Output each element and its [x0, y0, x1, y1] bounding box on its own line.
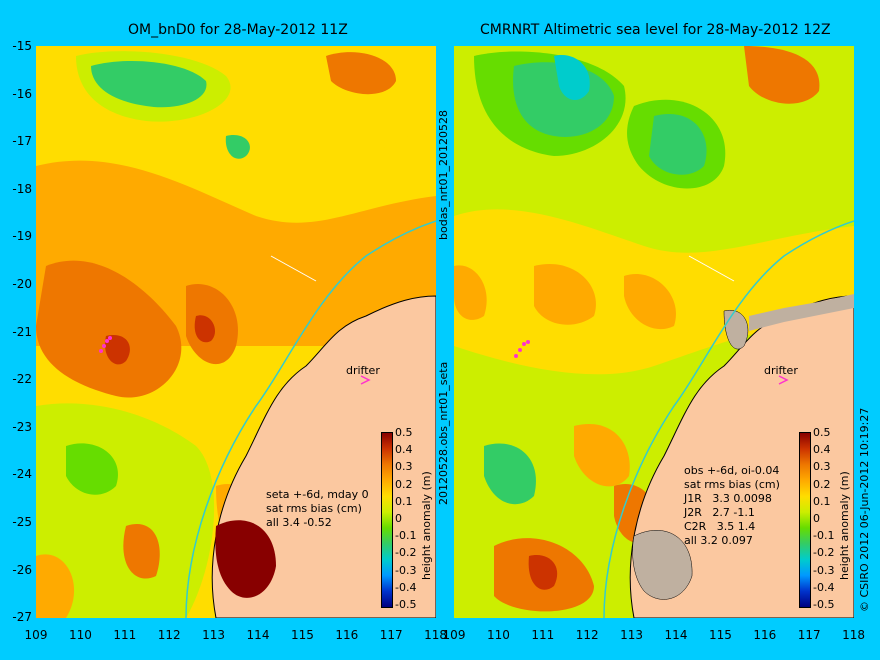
x-tick-label: 118 [842, 628, 866, 642]
x-tick-label: 112 [575, 628, 599, 642]
y-tick-label: -15 [12, 39, 32, 53]
colorbar-tick-label: 0.5 [395, 426, 413, 439]
right-stats-line-5: C2R 3.5 1.4 [684, 520, 756, 533]
colorbar-tick-label: -0.4 [813, 580, 835, 594]
y-tick-label: -16 [12, 86, 32, 101]
x-tick-label: 115 [708, 628, 732, 642]
x-tick-label: 117 [797, 628, 821, 642]
right-colorbar [799, 432, 811, 608]
x-tick-label: 116 [753, 628, 777, 642]
y-tick-label: -21 [12, 324, 32, 339]
colorbar-tick-label: -0.3 [395, 563, 417, 577]
right-stats-line-1: obs +-6d, oi-0.04 [684, 464, 780, 477]
y-tick-label: -22 [12, 372, 32, 387]
colorbar-tick-label: 0.3 [813, 460, 831, 474]
side-text-top: bodas_nrt01_20120528 [437, 110, 450, 240]
y-tick-label: -24 [12, 467, 32, 482]
colorbar-tick-label: 0.2 [395, 477, 413, 491]
left-stats-line-3: all 3.4 -0.52 [266, 516, 332, 529]
right-drifter-label: drifter [764, 364, 798, 377]
colorbar-tick-label: -0.5 [395, 598, 417, 611]
x-tick-label: 110 [68, 628, 92, 642]
colorbar-tick-label: -0.5 [813, 598, 835, 611]
y-tick-label: -26 [12, 562, 32, 577]
x-tick-label: 109 [442, 628, 466, 642]
colorbar-tick-label: 0.1 [813, 494, 831, 508]
colorbar-tick-label: 0.2 [813, 477, 831, 491]
x-tick-label: 110 [486, 628, 510, 642]
x-tick-label: 114 [246, 628, 270, 642]
y-tick-label: -23 [12, 419, 32, 434]
side-text-bottom: 20120528.obs_nrt01_seta [437, 361, 450, 505]
right-map-panel: drifter obs +-6d, oi-0.04 sat rms bias (c… [454, 46, 854, 618]
right-stats-line-3: J1R 3.3 0.0098 [684, 492, 772, 505]
colorbar-tick-label: -0.2 [813, 546, 835, 560]
right-stats-line-2: sat rms bias (cm) [684, 478, 780, 491]
x-tick-label: 115 [290, 628, 314, 642]
colorbar-tick-label: -0.1 [395, 529, 417, 543]
right-colorbar-label: height anomaly (m) [838, 471, 851, 580]
left-stats-block: seta +-6d, mday 0 sat rms bias (cm) all 3.… [266, 488, 369, 530]
y-tick-label: -20 [12, 277, 32, 291]
colorbar-tick-label: 0.4 [813, 443, 831, 457]
y-tick-label: -25 [12, 515, 32, 529]
right-stats-line-4: J2R 2.7 -1.1 [684, 506, 755, 519]
y-tick-label: -18 [12, 181, 32, 196]
x-tick-label: 113 [620, 628, 644, 642]
y-tick-label: -17 [12, 134, 32, 149]
colorbar-tick-label: -0.2 [395, 546, 417, 560]
x-tick-label: 111 [531, 628, 555, 642]
x-tick-label: 118 [424, 628, 448, 642]
y-tick-label: -19 [12, 229, 32, 244]
left-drifter-label: drifter [346, 364, 380, 377]
colorbar-tick-label: 0 [395, 512, 402, 525]
x-tick-label: 114 [664, 628, 688, 642]
left-stats-line-1: seta +-6d, mday 0 [266, 488, 369, 501]
colorbar-tick-label: 0.1 [395, 494, 413, 508]
left-colorbar-label: height anomaly (m) [420, 471, 433, 580]
right-stats-line-6: all 3.2 0.097 [684, 534, 753, 547]
x-tick-label: 109 [24, 628, 48, 642]
x-tick-label: 112 [157, 628, 181, 642]
x-tick-label: 111 [113, 628, 137, 642]
colorbar-tick-label: -0.3 [813, 563, 835, 577]
colorbar-tick-label: -0.1 [813, 529, 835, 543]
colorbar-tick-label: 0 [813, 512, 820, 525]
right-stats-block: obs +-6d, oi-0.04 sat rms bias (cm) J1R 3.… [684, 464, 780, 548]
colorbar-tick-label: 0.3 [395, 460, 413, 474]
credit-text: © CSIRO 2012 06-Jun-2012 10:19:27 [858, 407, 871, 612]
y-tick-label: -27 [12, 610, 32, 625]
left-panel-title: OM_bnD0 for 28-May-2012 11Z [128, 22, 348, 38]
colorbar-tick-label: -0.4 [395, 580, 417, 594]
x-tick-label: 113 [202, 628, 226, 642]
left-colorbar [381, 432, 393, 608]
x-tick-label: 117 [379, 628, 403, 642]
left-stats-line-2: sat rms bias (cm) [266, 502, 362, 515]
colorbar-tick-label: 0.5 [813, 426, 831, 439]
left-map-panel: drifter seta +-6d, mday 0 sat rms bias (c… [36, 46, 436, 618]
x-tick-label: 116 [335, 628, 359, 642]
right-panel-title: CMRNRT Altimetric sea level for 28-May-2… [480, 22, 831, 38]
colorbar-tick-label: 0.4 [395, 443, 413, 457]
